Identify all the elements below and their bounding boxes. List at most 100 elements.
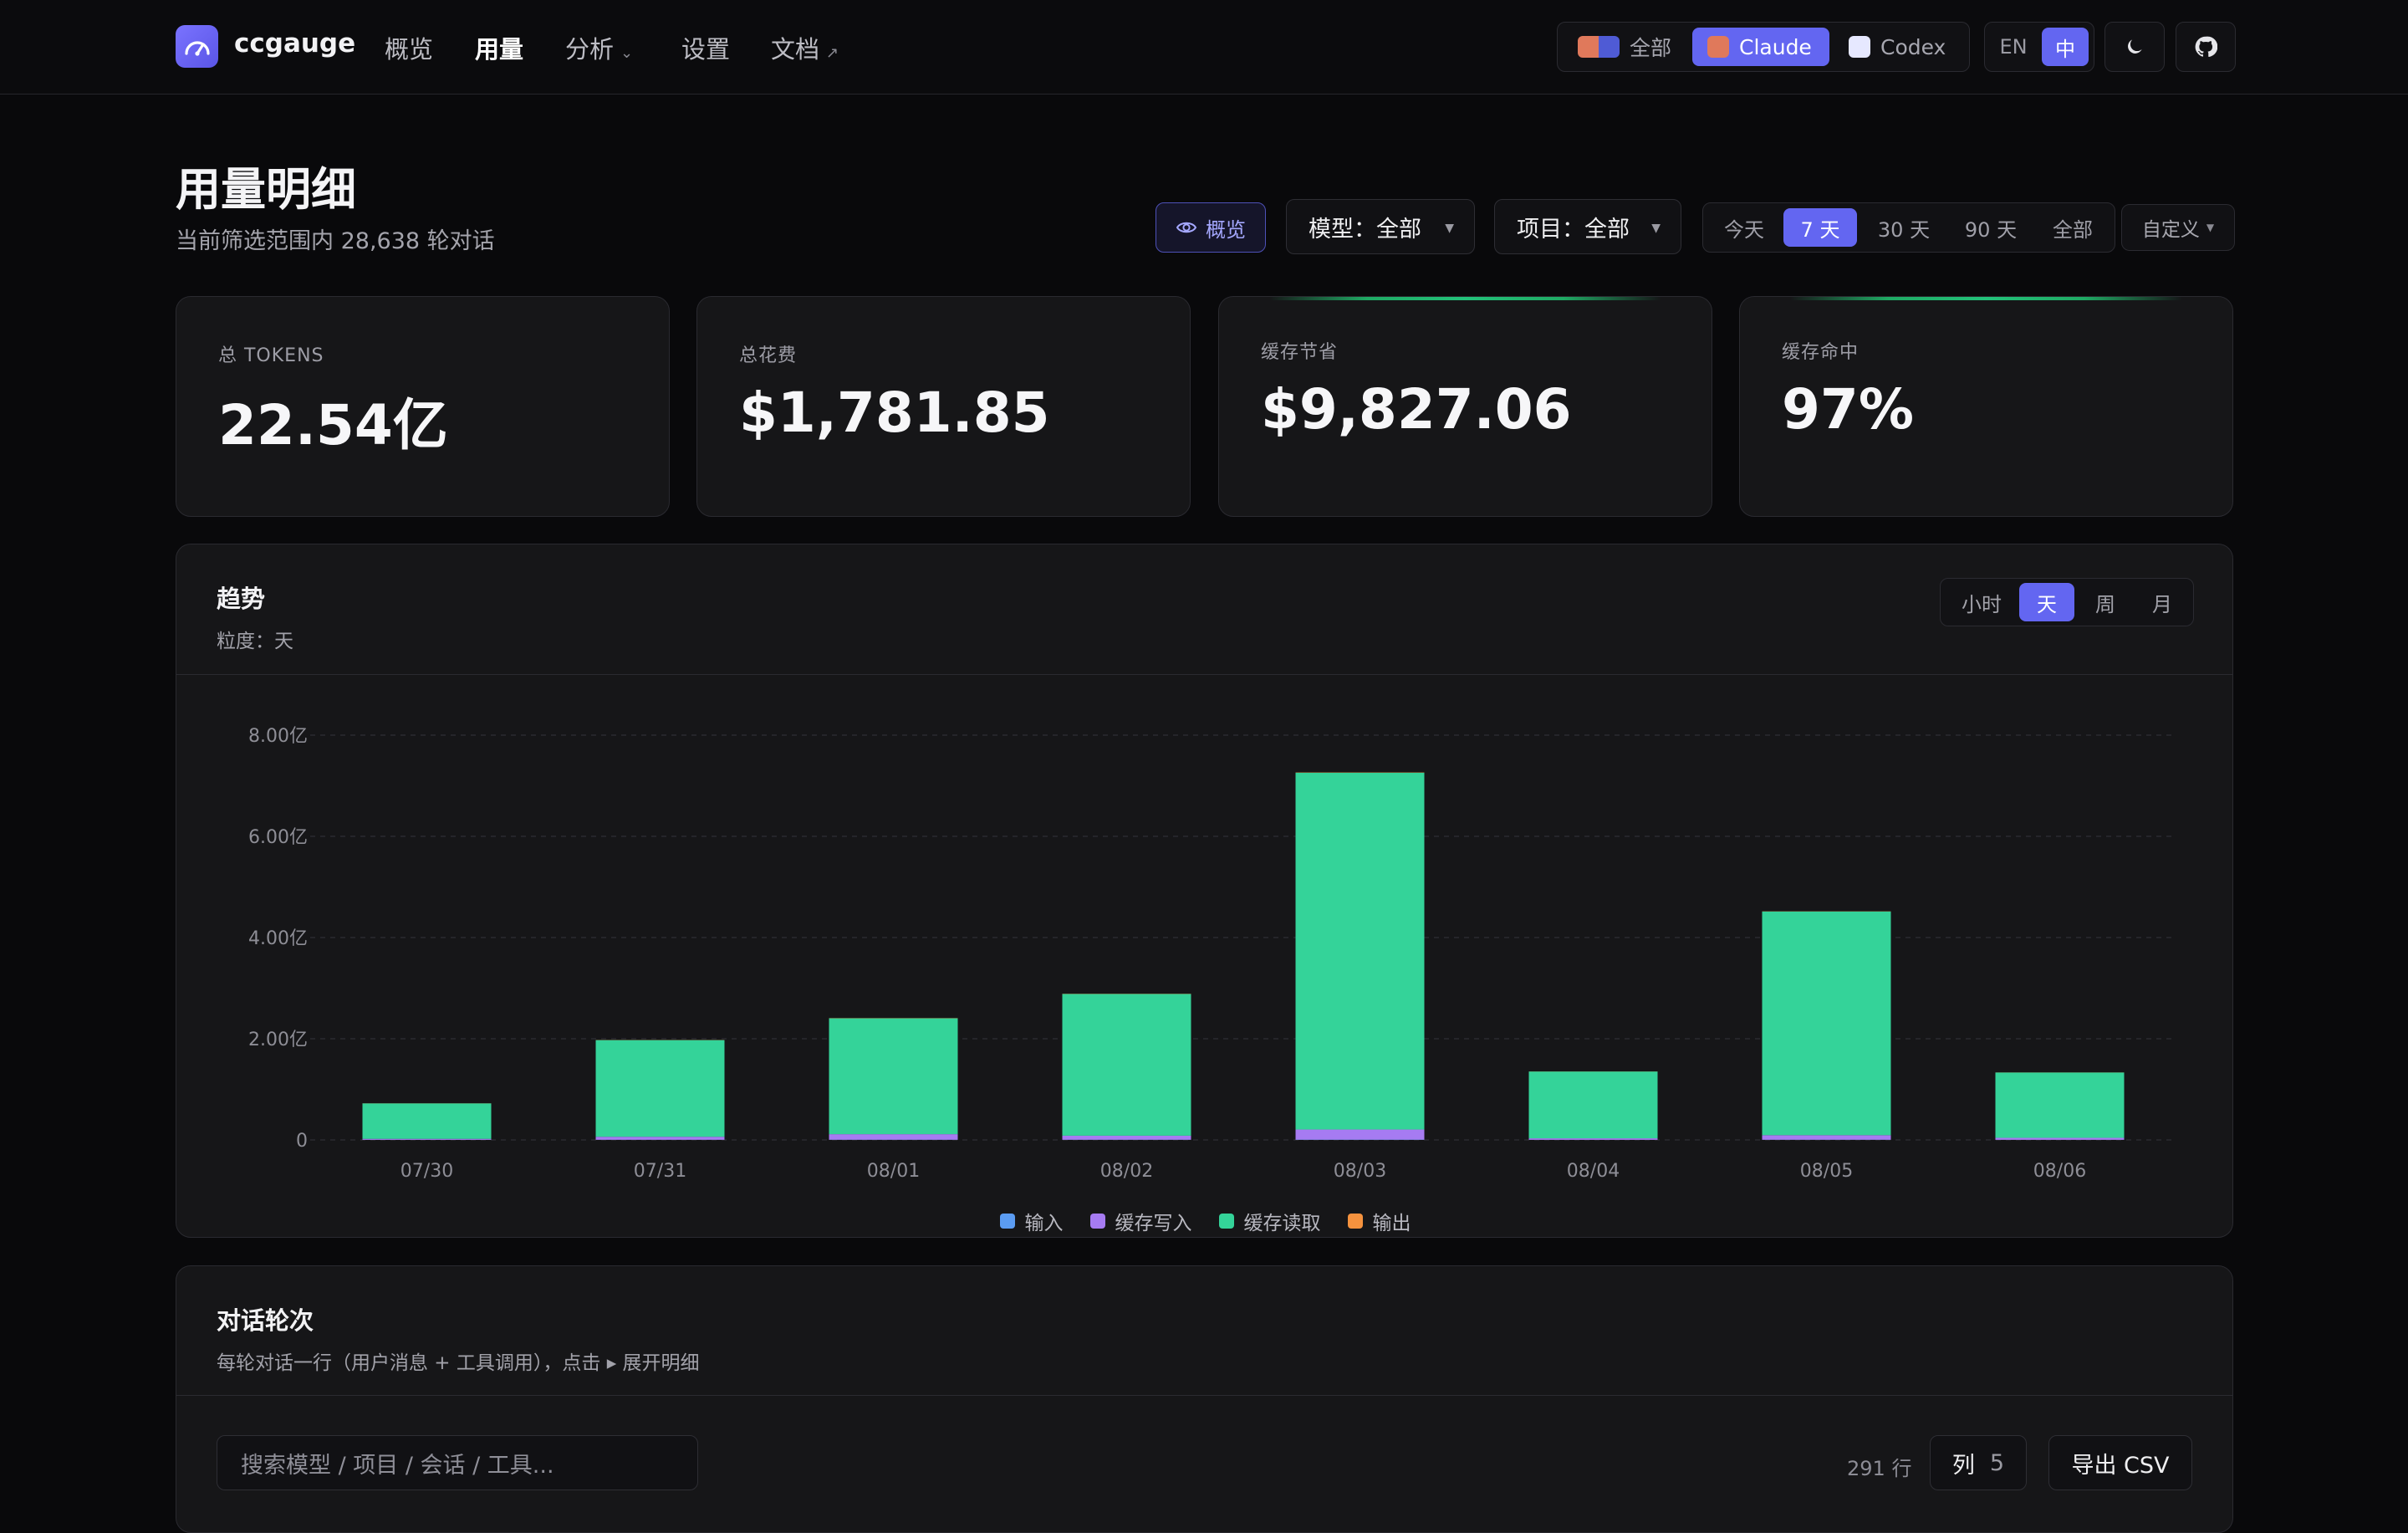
bar-segment [596, 1137, 725, 1140]
columns-count: 5 [1990, 1450, 2004, 1476]
legend-swatch [1000, 1214, 1015, 1229]
nav-overview[interactable]: 概览 [385, 30, 433, 65]
y-tick-label: 6.00亿 [248, 827, 308, 848]
legend-swatch [1219, 1214, 1234, 1229]
bar-segment [363, 1103, 492, 1138]
source-all-button[interactable]: 全部 [1569, 28, 1680, 66]
nav-analysis[interactable]: 分析⌄ [565, 30, 633, 65]
rounds-search-input[interactable]: 搜索模型 / 项目 / 会话 / 工具... [217, 1435, 698, 1490]
stat-label: 总 TOKENS [218, 340, 324, 367]
source-codex-label: Codex [1880, 35, 1946, 59]
range-30d-button[interactable]: 30 天 [1862, 208, 1946, 247]
chevron-down-icon: ⌄ [620, 44, 633, 62]
page-subtitle: 当前筛选范围内 28,638 轮对话 [176, 222, 495, 255]
bar-segment [829, 1134, 958, 1140]
theme-toggle-button[interactable] [2104, 22, 2165, 72]
stat-label: 总花费 [739, 340, 797, 367]
row-count: 291 行 [1847, 1452, 1911, 1481]
stat-label: 缓存节省 [1261, 337, 1338, 364]
bar-segment [1996, 1137, 2125, 1139]
rounds-panel-header [176, 1266, 2232, 1396]
lang-en-button[interactable]: EN [1990, 28, 2037, 66]
claude-icon [1707, 36, 1729, 58]
bar-segment [363, 1139, 492, 1140]
lang-zh-button[interactable]: 中 [2042, 28, 2089, 66]
custom-range-label: 自定义 [2142, 213, 2200, 242]
overview-button-label: 概览 [1206, 213, 1246, 243]
bar-segment [596, 1040, 725, 1137]
x-tick-label: 08/04 [1567, 1161, 1620, 1182]
x-tick-label: 08/02 [1100, 1161, 1153, 1182]
x-tick-label: 07/31 [634, 1161, 686, 1182]
project-filter-label: 项目：全部 [1517, 211, 1630, 243]
source-claude-button[interactable]: Claude [1692, 28, 1829, 66]
y-tick-label: 0 [296, 1131, 308, 1152]
codex-icon [1849, 36, 1870, 58]
github-button[interactable] [2176, 22, 2236, 72]
source-switcher: 全部 Claude Codex [1557, 22, 1970, 72]
x-tick-label: 08/05 [1800, 1161, 1853, 1182]
range-90d-button[interactable]: 90 天 [1947, 208, 2034, 247]
bar-segment [1296, 1130, 1425, 1140]
rounds-title: 对话轮次 [217, 1301, 314, 1336]
stat-card-total-tokens: 总 TOKENS 22.54亿 [176, 296, 670, 517]
custom-range-button[interactable]: 自定义 ▼ [2121, 204, 2235, 251]
external-link-icon: ↗ [826, 44, 839, 62]
legend-label: 输出 [1373, 1207, 1411, 1235]
model-filter-dropdown[interactable]: 模型：全部 ▼ [1286, 199, 1475, 254]
legend-item[interactable]: 缓存读取 [1219, 1207, 1321, 1235]
legend-swatch [1348, 1214, 1363, 1229]
y-tick-label: 4.00亿 [248, 928, 308, 949]
export-csv-button[interactable]: 导出 CSV [2048, 1435, 2192, 1490]
bar-segment [1529, 1138, 1658, 1140]
nav-usage[interactable]: 用量 [475, 30, 523, 65]
chart-legend: 输入缓存写入缓存读取 输出 [176, 1207, 2233, 1235]
bar-segment [1296, 773, 1425, 1130]
model-filter-label: 模型：全部 [1309, 211, 1421, 243]
caret-down-icon: ▼ [2206, 222, 2214, 233]
nav-docs[interactable]: 文档 ↗ [771, 30, 839, 65]
date-range-switcher: 今天 7 天 30 天 90 天 全部 [1702, 202, 2115, 253]
moon-icon [2124, 36, 2145, 58]
caret-down-icon: ▼ [1445, 222, 1454, 235]
top-navbar: ccgauge 概览 用量 分析⌄ 设置 文档 ↗ 全部 Claude Codex… [0, 0, 2408, 95]
x-tick-label: 08/06 [2033, 1161, 2086, 1182]
legend-item[interactable]: 输出 [1348, 1207, 1411, 1235]
bar-segment [1763, 912, 1891, 1135]
bar-segment [1529, 1071, 1658, 1138]
highlight-glow [1790, 297, 2182, 300]
range-7d-button[interactable]: 7 天 [1783, 208, 1857, 247]
range-all-button[interactable]: 全部 [2036, 208, 2110, 247]
overview-button[interactable]: 概览 [1156, 202, 1266, 253]
x-tick-label: 07/30 [400, 1161, 453, 1182]
bar-segment [1063, 1136, 1191, 1140]
bar-segment [1763, 1135, 1891, 1139]
x-tick-label: 08/03 [1334, 1161, 1386, 1182]
stat-card-cache-hit: 缓存命中 97% [1739, 296, 2233, 517]
bar-segment [1996, 1072, 2125, 1137]
source-codex-button[interactable]: Codex [1840, 28, 1954, 66]
stat-card-cache-savings: 缓存节省 $9,827.06 [1218, 296, 1712, 517]
stat-card-total-cost: 总花费 $1,781.85 [696, 296, 1191, 517]
stat-value: $1,781.85 [739, 381, 1050, 445]
legend-swatch [1090, 1214, 1105, 1229]
page-title: 用量明细 [176, 152, 356, 218]
rounds-subtitle: 每轮对话一行（用户消息 + 工具调用），点击 ▸ 展开明细 [217, 1346, 700, 1375]
all-sources-icon [1578, 36, 1620, 58]
legend-item[interactable]: 缓存写入 [1090, 1207, 1192, 1235]
columns-label: 列 [1952, 1447, 1975, 1479]
app-name: ccgauge [234, 28, 355, 59]
nav-settings[interactable]: 设置 [681, 30, 730, 65]
project-filter-dropdown[interactable]: 项目：全部 ▼ [1494, 199, 1681, 254]
x-tick-label: 08/01 [867, 1161, 920, 1182]
range-today-button[interactable]: 今天 [1708, 208, 1780, 247]
y-tick-label: 8.00亿 [248, 726, 308, 747]
y-tick-label: 2.00亿 [248, 1030, 308, 1050]
legend-item[interactable]: 输入 [1000, 1207, 1064, 1235]
github-icon [2194, 35, 2217, 59]
source-all-label: 全部 [1630, 32, 1671, 62]
trend-chart: 0 2.00亿 4.00亿 6.00亿 8.00亿 07/30 07/31 08/01 08/0… [176, 544, 2233, 1197]
nav-docs-label: 文档 [771, 35, 819, 64]
columns-button[interactable]: 列 5 [1930, 1435, 2027, 1490]
app-logo[interactable] [176, 25, 218, 68]
